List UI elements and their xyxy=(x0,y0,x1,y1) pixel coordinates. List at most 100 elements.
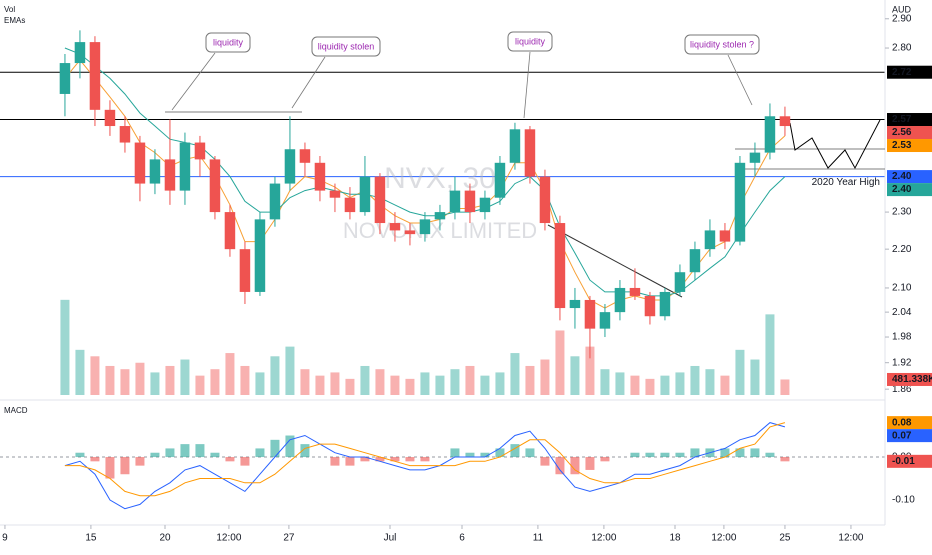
macd-histogram-bar xyxy=(480,452,490,458)
macd-histogram-bar xyxy=(150,452,160,458)
volume-bar xyxy=(495,372,505,395)
candle-body xyxy=(569,299,581,309)
price-tag xyxy=(887,139,932,153)
volume-bar xyxy=(135,362,145,395)
x-tick-label: 18 xyxy=(669,533,681,544)
symbol-watermark: NVX, 30 xyxy=(384,162,496,195)
indicator-label: EMAs xyxy=(4,16,25,25)
candle-body xyxy=(284,149,296,184)
volume-bar xyxy=(555,330,565,395)
volume-bar xyxy=(465,365,475,395)
price-tag xyxy=(887,65,932,79)
price-tag-label: 2.53 xyxy=(892,140,912,151)
macd-histogram-bar xyxy=(255,448,265,458)
macd-histogram-bar xyxy=(165,448,175,458)
volume-bar xyxy=(375,369,385,395)
price-tag-label: 2.40 xyxy=(892,171,912,182)
macd-histogram-bar xyxy=(780,457,790,462)
macd-histogram-bar xyxy=(285,435,295,458)
candle-body xyxy=(659,291,671,317)
volume-bar xyxy=(690,365,700,395)
y-tick-label: 2.90 xyxy=(892,13,912,24)
x-tick-label: 27 xyxy=(283,533,295,544)
macd-histogram-bar xyxy=(765,452,775,458)
candle-body xyxy=(224,212,236,250)
price-tag-label: 2.40 xyxy=(892,184,912,195)
candle-body xyxy=(509,129,521,163)
macd-histogram-bar xyxy=(300,444,310,458)
candle-body xyxy=(704,230,716,250)
callout: liquidity xyxy=(507,31,553,119)
macd-histogram-bar xyxy=(420,457,430,462)
candle-body xyxy=(719,230,731,242)
volume-bar xyxy=(480,375,490,395)
x-tick-label: 12:00 xyxy=(216,533,241,544)
signal-line xyxy=(64,422,786,497)
candle-body xyxy=(629,287,641,296)
price-tag xyxy=(887,183,932,197)
candle-body xyxy=(674,272,686,292)
volume-bar xyxy=(675,372,685,395)
candle-body xyxy=(584,299,596,329)
price-tag-label: 2.56 xyxy=(892,127,912,138)
macd-histogram-bar xyxy=(270,439,280,458)
candle-body xyxy=(299,149,311,163)
candle-body xyxy=(344,197,356,213)
candle-body xyxy=(119,126,131,143)
x-tick-label: 9 xyxy=(2,533,8,544)
volume-bar xyxy=(390,375,400,395)
volume-bar xyxy=(405,378,415,395)
candle-body xyxy=(194,142,206,160)
macd-histogram-bar xyxy=(540,457,550,466)
macd-histogram-bar xyxy=(210,452,220,458)
trend-line xyxy=(547,224,683,298)
candle-body xyxy=(524,129,536,177)
macd-histogram-bar xyxy=(195,444,205,458)
callout-text: liquidity stolen xyxy=(318,41,375,51)
candle-body xyxy=(209,159,221,213)
price-tag xyxy=(887,113,932,127)
candle-body xyxy=(269,183,281,220)
y-tick-label: 2.20 xyxy=(892,244,912,255)
macd-histogram-bar xyxy=(345,457,355,466)
candle-body xyxy=(764,116,776,153)
candle-body xyxy=(434,212,446,220)
macd-histogram-bar xyxy=(105,457,115,479)
macd-tick-label: -0.10 xyxy=(892,495,915,506)
volume-bar xyxy=(600,369,610,395)
macd-histogram-bar xyxy=(570,457,580,475)
volume-bar xyxy=(210,369,220,395)
volume-bar xyxy=(585,346,595,395)
macd-histogram-bar xyxy=(555,457,565,475)
candle-body xyxy=(479,197,491,213)
volume-bar xyxy=(165,365,175,395)
candle-body xyxy=(614,287,626,313)
candle-body xyxy=(404,230,416,235)
price-tag-label: 2.57 xyxy=(892,114,912,125)
candle-body xyxy=(74,42,86,64)
candle-body xyxy=(359,176,371,213)
indicator-label: Vol xyxy=(4,5,15,14)
macd-histogram-bar xyxy=(90,457,100,462)
price-tag xyxy=(887,170,932,184)
candle-body xyxy=(164,159,176,191)
volume-bar xyxy=(105,365,115,395)
candle-body xyxy=(254,219,266,292)
macd-histogram-bar xyxy=(525,448,535,458)
callout: liquidity stolen xyxy=(291,36,381,109)
candle-body xyxy=(329,190,341,198)
level-note: 2020 Year High xyxy=(812,177,880,188)
y-tick-label: 2.80 xyxy=(892,43,912,54)
volume-bar xyxy=(180,359,190,395)
candle-body xyxy=(689,249,701,273)
macd-histogram-bar xyxy=(735,448,745,458)
macd-histogram-bar xyxy=(690,448,700,458)
callout-text: liquidity xyxy=(213,37,244,47)
macd-histogram-bar xyxy=(405,457,415,462)
x-tick-label: 12:00 xyxy=(838,533,863,544)
candle-body xyxy=(89,42,101,110)
macd-histogram-bar xyxy=(330,457,340,466)
candle-body xyxy=(104,109,116,127)
volume-bar xyxy=(150,372,160,395)
